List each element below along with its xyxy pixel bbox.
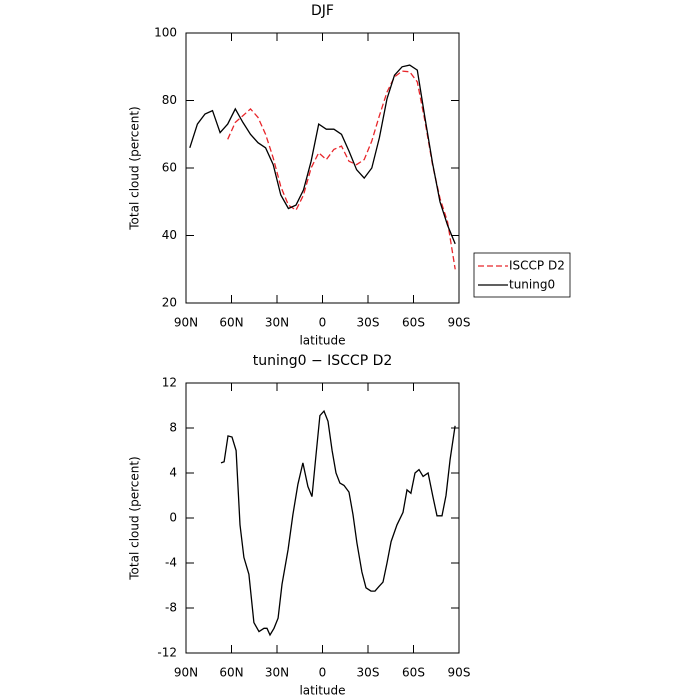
x-tick-label: 60N — [219, 316, 243, 330]
x-tick-label: 30N — [265, 316, 289, 330]
y-tick-label: 100 — [154, 26, 177, 40]
x-tick-label: 0 — [319, 316, 327, 330]
chart-title: tuning0 − ISCCP D2 — [253, 353, 393, 369]
legend-label: tuning0 — [509, 278, 555, 292]
y-tick-label: 40 — [162, 228, 177, 242]
y-tick-label: 20 — [162, 296, 177, 310]
x-tick-label: 0 — [319, 666, 327, 680]
x-tick-label: 60S — [402, 666, 425, 680]
x-axis-label: latitude — [299, 684, 345, 698]
x-tick-label: 90S — [448, 316, 471, 330]
y-tick-label: 0 — [169, 511, 177, 525]
data-line — [189, 64, 456, 245]
y-tick-label: 4 — [169, 466, 177, 480]
y-tick-label: 80 — [162, 93, 177, 107]
x-tick-label: 90N — [174, 666, 198, 680]
x-tick-label: 30N — [265, 666, 289, 680]
y-axis-label: Total cloud (percent) — [128, 456, 142, 580]
y-tick-label: 60 — [162, 161, 177, 175]
x-tick-label: 90S — [448, 666, 471, 680]
chart-title: DJF — [311, 3, 334, 19]
legend-label: ISCCP D2 — [509, 259, 565, 273]
y-tick-label: -8 — [165, 601, 177, 615]
x-tick-label: 60S — [402, 316, 425, 330]
y-axis-label: Total cloud (percent) — [128, 106, 142, 230]
x-axis-label: latitude — [299, 334, 345, 348]
data-line — [227, 70, 456, 270]
y-tick-label: 8 — [169, 421, 177, 435]
y-tick-label: -4 — [165, 556, 177, 570]
data-line — [220, 409, 456, 637]
x-tick-label: 60N — [219, 666, 243, 680]
y-tick-label: 12 — [162, 376, 177, 390]
legend-box — [473, 252, 571, 298]
x-tick-label: 90N — [174, 316, 198, 330]
x-tick-label: 30S — [357, 666, 380, 680]
x-tick-label: 30S — [357, 316, 380, 330]
y-tick-label: -12 — [157, 646, 177, 660]
plot-frame — [185, 382, 460, 654]
plot-frame — [185, 32, 460, 304]
